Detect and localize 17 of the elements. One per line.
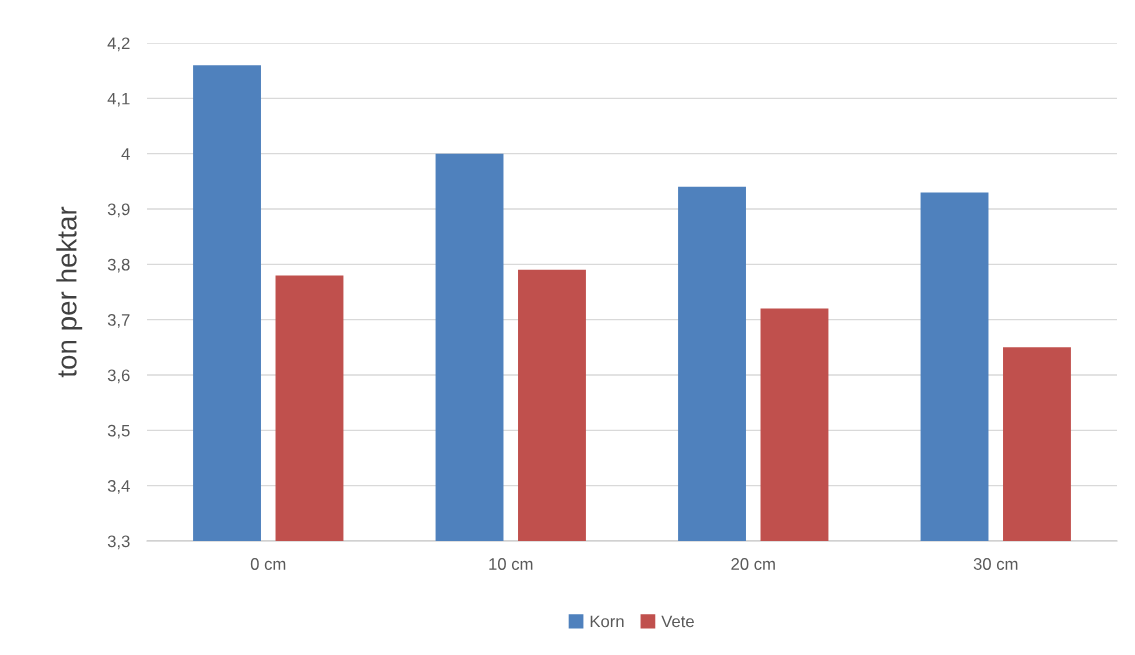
- x-tick-label: 10 cm: [489, 558, 533, 570]
- y-tick-label: 4: [121, 148, 130, 160]
- x-tick-label: 0 cm: [250, 558, 286, 570]
- y-tick-label: 3,6: [107, 369, 130, 384]
- y-tick-label: 4,1: [107, 92, 130, 107]
- y-tick-label: 3,5: [107, 424, 130, 439]
- y-tick-label: 3,4: [107, 480, 130, 494]
- y-tick-label: 3,8: [107, 258, 130, 273]
- y-tick-label: 3,3: [107, 535, 130, 550]
- x-tick-label: 20 cm: [731, 558, 775, 570]
- x-tick-label: 30 cm: [973, 558, 1018, 570]
- y-tick-label: 3,7: [107, 314, 130, 328]
- legend-label: Korn: [590, 615, 624, 628]
- y-tick-label: 3,9: [107, 203, 130, 218]
- y-axis-title: ton per hektar: [56, 206, 83, 378]
- legend-label: Vete: [661, 615, 694, 628]
- y-tick-label: 4,2: [107, 37, 130, 52]
